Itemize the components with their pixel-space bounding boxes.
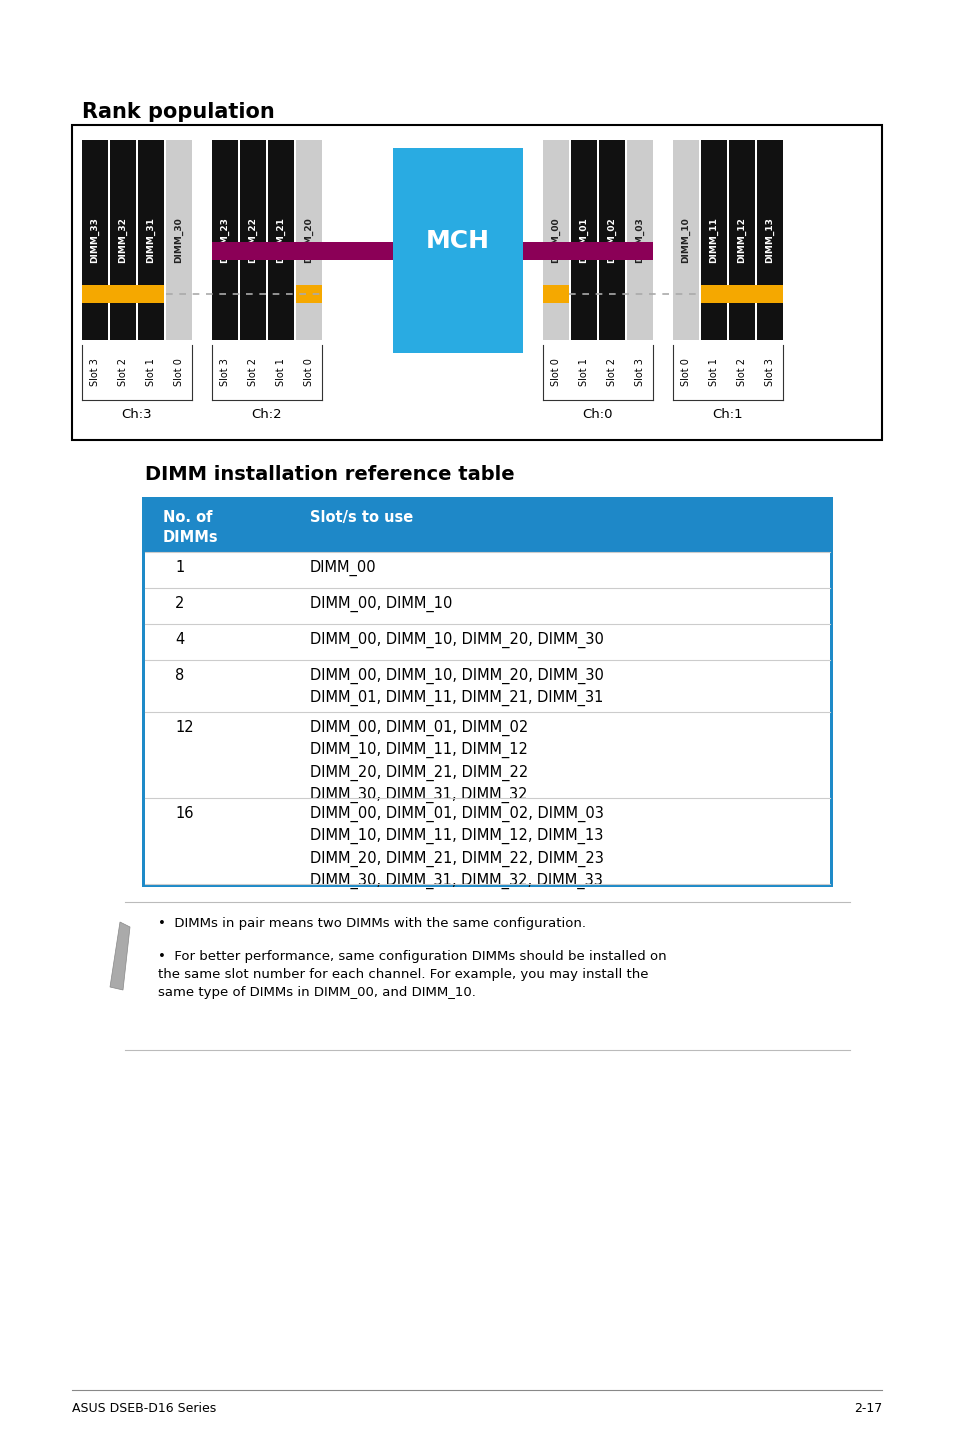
Text: Slot 0: Slot 0 [304, 358, 314, 385]
Text: 16: 16 [174, 807, 193, 821]
Bar [145, 500, 829, 552]
Text: MCH: MCH [426, 229, 490, 253]
Bar [145, 552, 829, 588]
Text: 2-17: 2-17 [853, 1402, 882, 1415]
Text: DIMM_00: DIMM_00 [310, 559, 376, 577]
Text: Slot/s to use: Slot/s to use [310, 510, 413, 525]
Bar [542, 139, 568, 339]
Text: DIMM_11: DIMM_11 [709, 217, 718, 263]
Bar [82, 285, 164, 303]
Text: Slot 3: Slot 3 [220, 358, 230, 385]
Bar [393, 148, 522, 352]
Text: 2: 2 [174, 595, 184, 611]
Text: •  DIMMs in pair means two DIMMs with the same configuration.: • DIMMs in pair means two DIMMs with the… [158, 917, 585, 930]
Text: Rank population: Rank population [82, 102, 274, 122]
Text: DIMM_22: DIMM_22 [248, 217, 257, 263]
Bar [571, 139, 597, 339]
Bar [212, 139, 237, 339]
Bar [700, 139, 726, 339]
Text: No. of
DIMMs: No. of DIMMs [163, 510, 218, 545]
Polygon shape [110, 922, 130, 989]
Bar [145, 712, 829, 798]
Text: Ch:2: Ch:2 [252, 408, 282, 421]
Text: Slot 2: Slot 2 [118, 358, 128, 385]
Text: Slot 1: Slot 1 [146, 358, 156, 385]
Bar [142, 498, 832, 887]
Text: DIMM_30: DIMM_30 [174, 217, 183, 263]
Text: Slot 1: Slot 1 [578, 358, 588, 385]
Text: 1: 1 [174, 559, 184, 575]
Bar [166, 139, 192, 339]
Bar [145, 660, 829, 712]
Bar [110, 139, 136, 339]
Bar [522, 242, 652, 260]
Bar [598, 139, 624, 339]
Text: Slot 0: Slot 0 [173, 358, 184, 385]
Text: DIMM_10: DIMM_10 [680, 217, 690, 263]
Text: DIMM_03: DIMM_03 [635, 217, 644, 263]
Text: •  For better performance, same configuration DIMMs should be installed on
the s: • For better performance, same configura… [158, 951, 666, 999]
Text: ASUS DSEB-D16 Series: ASUS DSEB-D16 Series [71, 1402, 216, 1415]
Bar [295, 139, 322, 339]
Bar [212, 242, 393, 260]
Text: Slot 2: Slot 2 [606, 358, 617, 385]
Text: DIMM_00, DIMM_10, DIMM_20, DIMM_30: DIMM_00, DIMM_10, DIMM_20, DIMM_30 [310, 631, 603, 649]
Text: 4: 4 [174, 631, 184, 647]
Text: Slot 1: Slot 1 [708, 358, 719, 385]
Text: DIMM_13: DIMM_13 [764, 217, 774, 263]
Text: DIMM_01: DIMM_01 [578, 217, 588, 263]
Text: Slot 2: Slot 2 [737, 358, 746, 385]
Text: DIMM_23: DIMM_23 [220, 217, 230, 263]
Text: DIMM_00, DIMM_10: DIMM_00, DIMM_10 [310, 595, 452, 613]
Text: DIMM_12: DIMM_12 [737, 217, 746, 263]
Text: Slot 3: Slot 3 [635, 358, 644, 385]
Bar [542, 285, 568, 303]
Bar [145, 624, 829, 660]
Bar [700, 285, 782, 303]
Bar [71, 125, 882, 440]
Text: Slot 3: Slot 3 [90, 358, 100, 385]
Bar [268, 139, 294, 339]
Text: DIMM_00, DIMM_10, DIMM_20, DIMM_30
DIMM_01, DIMM_11, DIMM_21, DIMM_31: DIMM_00, DIMM_10, DIMM_20, DIMM_30 DIMM_… [310, 669, 603, 706]
Text: Slot 3: Slot 3 [764, 358, 774, 385]
Text: Ch:3: Ch:3 [122, 408, 152, 421]
Bar [295, 285, 322, 303]
Bar [82, 139, 108, 339]
Bar [240, 139, 266, 339]
Text: Slot 0: Slot 0 [551, 358, 560, 385]
Text: Ch:0: Ch:0 [582, 408, 613, 421]
Text: 8: 8 [174, 669, 184, 683]
Text: DIMM_20: DIMM_20 [304, 217, 314, 263]
Text: DIMM_31: DIMM_31 [146, 217, 155, 263]
Text: DIMM_33: DIMM_33 [91, 217, 99, 263]
Bar [672, 139, 699, 339]
Bar [138, 139, 164, 339]
Text: 12: 12 [174, 720, 193, 735]
Bar [145, 588, 829, 624]
Text: Ch:1: Ch:1 [712, 408, 742, 421]
Text: DIMM_00: DIMM_00 [551, 217, 560, 263]
Text: DIMM_00, DIMM_01, DIMM_02
DIMM_10, DIMM_11, DIMM_12
DIMM_20, DIMM_21, DIMM_22
DI: DIMM_00, DIMM_01, DIMM_02 DIMM_10, DIMM_… [310, 720, 528, 802]
Text: DIMM_32: DIMM_32 [118, 217, 128, 263]
Text: Slot 2: Slot 2 [248, 358, 257, 385]
Bar [757, 139, 782, 339]
Bar [728, 139, 754, 339]
Text: DIMM_02: DIMM_02 [607, 217, 616, 263]
Bar [145, 798, 829, 884]
Bar [626, 139, 652, 339]
Text: Slot 1: Slot 1 [275, 358, 286, 385]
Text: DIMM installation reference table: DIMM installation reference table [145, 464, 514, 485]
Text: DIMM_21: DIMM_21 [276, 217, 285, 263]
Text: DIMM_00, DIMM_01, DIMM_02, DIMM_03
DIMM_10, DIMM_11, DIMM_12, DIMM_13
DIMM_20, D: DIMM_00, DIMM_01, DIMM_02, DIMM_03 DIMM_… [310, 807, 603, 889]
Text: Slot 0: Slot 0 [680, 358, 690, 385]
